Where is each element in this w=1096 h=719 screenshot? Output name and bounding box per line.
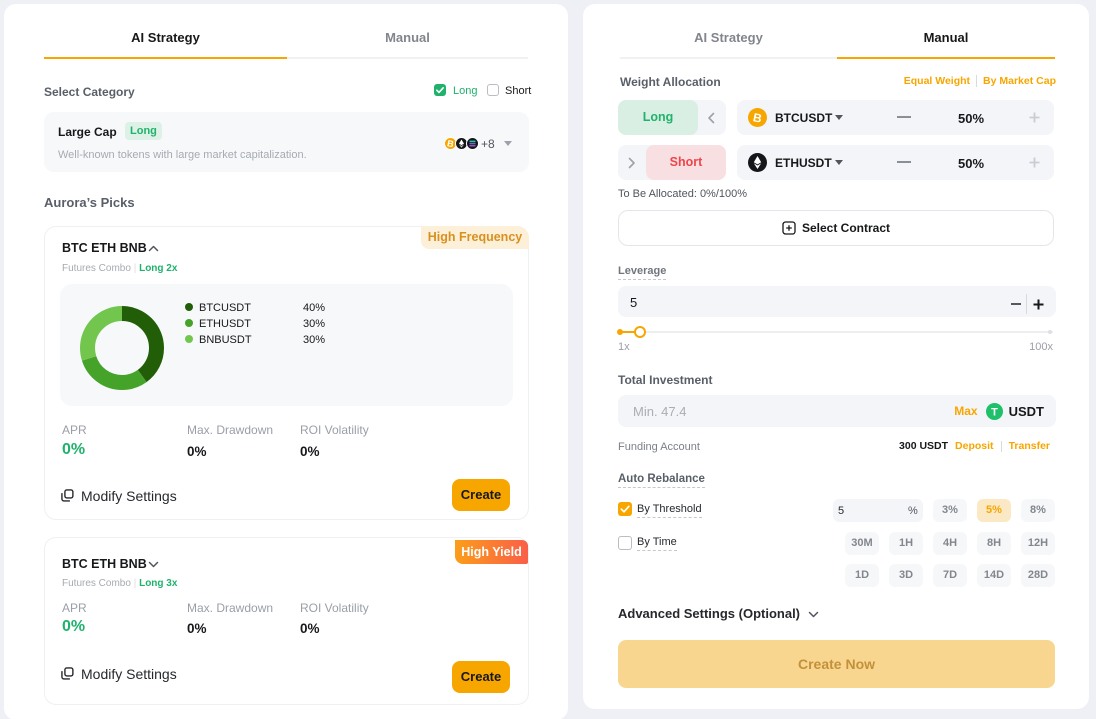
svg-text:B: B <box>446 138 455 149</box>
svg-text:T: T <box>991 406 998 418</box>
svg-text:B: B <box>752 110 764 126</box>
